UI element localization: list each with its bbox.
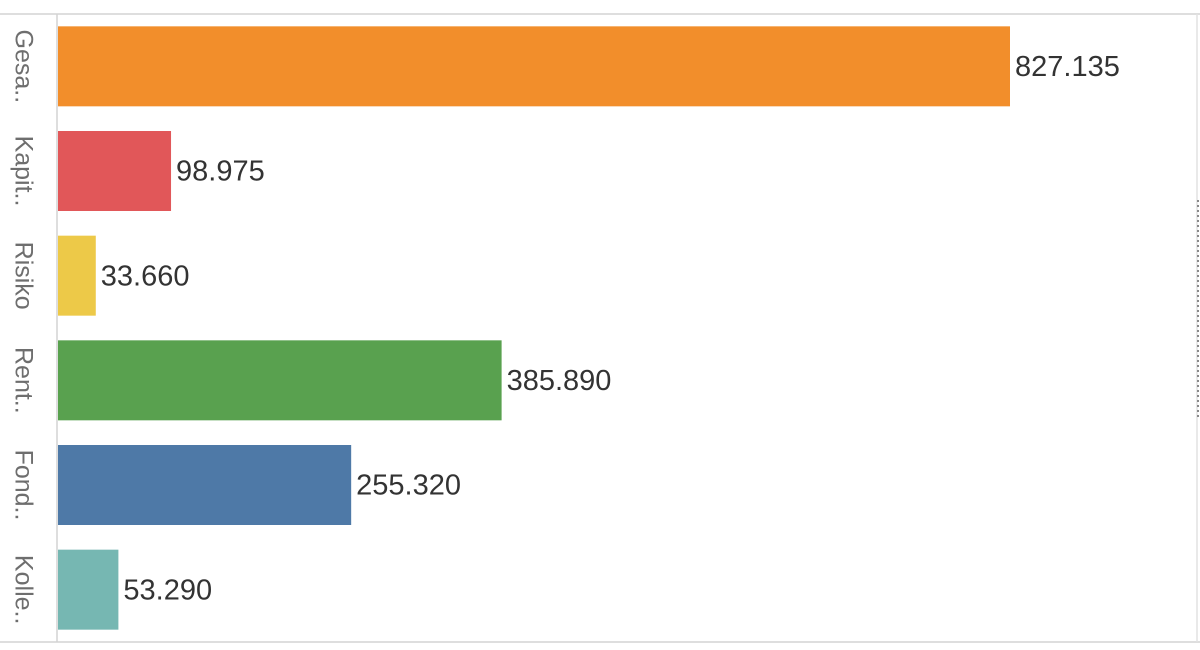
- value-label: 98.975: [176, 156, 265, 188]
- value-label: 53.290: [123, 574, 212, 606]
- value-label: 255.320: [356, 470, 461, 502]
- bar: [58, 131, 172, 211]
- category-label: Rent..: [9, 347, 37, 414]
- value-label: 385.890: [507, 365, 612, 397]
- bar: [58, 235, 96, 316]
- bar: [58, 26, 1010, 107]
- category-label: Kolle..: [9, 555, 37, 624]
- category-label: Gesa..: [9, 30, 37, 104]
- category-label: Risiko: [9, 242, 37, 310]
- bar: [58, 340, 502, 421]
- bar: [58, 445, 352, 525]
- value-label: 827.135: [1015, 51, 1120, 83]
- category-label: Kapit..: [9, 136, 37, 207]
- category-label: Fond..: [9, 450, 37, 521]
- bar: [58, 549, 119, 630]
- value-label: 33.660: [101, 260, 190, 292]
